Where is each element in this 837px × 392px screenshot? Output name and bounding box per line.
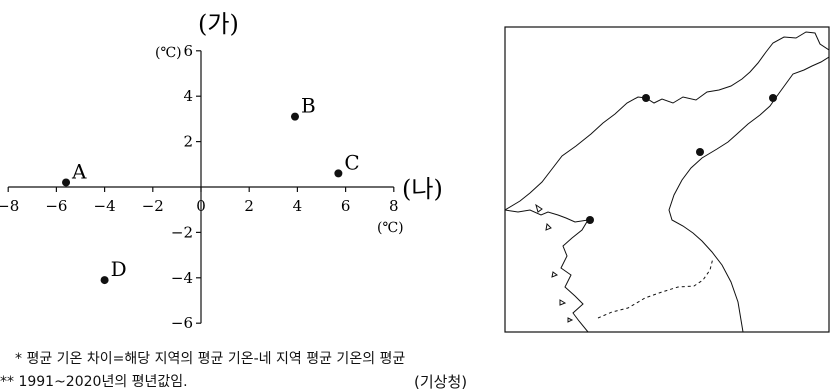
data-point-label: B (301, 94, 316, 118)
x-tick-label: 8 (389, 197, 399, 215)
x-tick-label: 2 (244, 197, 254, 215)
data-point-label: C (344, 150, 359, 174)
data-point-c (334, 169, 343, 178)
footnote-2: ** 1991~2020년의 평년값임. (0, 374, 188, 390)
map-east-coast (668, 56, 829, 332)
north-korea-map-icon (504, 26, 830, 333)
x-axis-unit: (℃) (377, 220, 404, 236)
footnote-1: * 평균 기온 차이=해당 지역의 평균 기온-네 지역 평균 기온의 평균 (15, 351, 406, 367)
map-northern-border (505, 31, 829, 211)
y-tick-label: −2 (171, 223, 193, 241)
y-tick-label: 4 (183, 87, 193, 105)
data-point-a (62, 178, 71, 187)
y-axis-label: (가) (198, 10, 239, 38)
x-tick-label: 4 (293, 197, 303, 215)
data-point-d (100, 276, 109, 285)
x-tick-label: 0 (196, 197, 206, 215)
data-point-label: D (111, 257, 127, 281)
x-tick-label: −6 (45, 197, 67, 215)
x-tick-label: −4 (94, 197, 116, 215)
x-tick-label: −8 (0, 197, 19, 215)
data-points: A B C D (62, 94, 360, 285)
map-frame (504, 26, 830, 333)
data-point-label: A (71, 159, 87, 183)
x-axis-label: (나) (402, 175, 443, 203)
map-marker-north (642, 94, 650, 102)
y-tick-label: −6 (171, 314, 193, 332)
source-note: (기상청) (414, 373, 468, 391)
x-tick-label: −2 (142, 197, 164, 215)
y-tick-label: −4 (171, 269, 193, 287)
y-ticks: −6 −4 −2 2 4 6 (171, 42, 201, 332)
map-marker-west (586, 216, 594, 224)
map-markers (586, 94, 777, 224)
x-ticks: −8 −6 −4 −2 0 2 4 6 8 (0, 187, 399, 215)
map-marker-central (696, 148, 704, 156)
y-tick-label: 6 (183, 42, 193, 60)
x-tick-label: 6 (341, 197, 351, 215)
map-west-coast (505, 209, 589, 332)
y-axis-unit: (℃) (155, 45, 182, 61)
map-marker-northeast (769, 94, 777, 102)
data-point-b (290, 112, 299, 121)
y-tick-label: 2 (183, 133, 193, 151)
